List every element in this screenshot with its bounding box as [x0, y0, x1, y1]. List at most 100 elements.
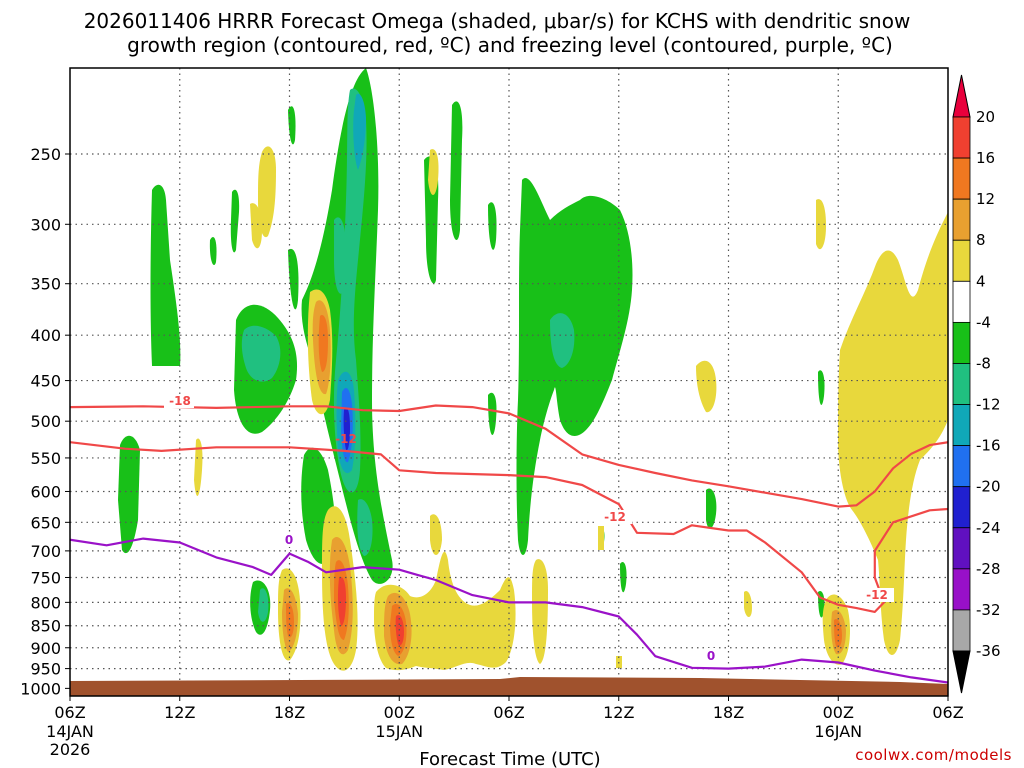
colorbar-label: 16: [976, 149, 995, 167]
y-tick-label: 700: [30, 542, 61, 561]
y-tick-label: 950: [30, 660, 61, 679]
colorbar-band: [952, 157, 971, 200]
colorbar-label: -8: [976, 354, 991, 372]
colorbar-label: -16: [976, 437, 1001, 455]
colorbar-label: -28: [976, 560, 1001, 578]
x-tick-label: 06Z: [932, 703, 963, 722]
omega-ascent-region: [230, 189, 240, 253]
y-tick-label: 600: [30, 482, 61, 501]
omega-ascent-strong: [258, 588, 269, 622]
omega-ascent-region: [450, 101, 463, 240]
colorbar-band: [952, 486, 971, 529]
omega-descent-region: [838, 212, 948, 655]
colorbar-label: 20: [976, 108, 995, 126]
omega-descent-stronger: [318, 315, 328, 372]
colorbar-label: -20: [976, 478, 1001, 496]
y-tick-label: 800: [30, 593, 61, 612]
omega-descent-region: [744, 590, 752, 617]
omega-ascent-region: [488, 392, 497, 435]
y-tick-label: 250: [30, 145, 61, 164]
colorbar-label: 4: [976, 272, 986, 290]
y-tick-label: 450: [30, 372, 61, 391]
y-tick-label: 650: [30, 513, 61, 532]
colorbar-label: -24: [976, 519, 1001, 537]
contour-line-snow-growth-1: [70, 441, 948, 613]
colorbar-band: [952, 404, 971, 447]
colorbar-label: 12: [976, 190, 995, 208]
x-tick-label: 06Z: [54, 703, 85, 722]
colorbar-label: -36: [976, 642, 1001, 660]
omega-descent-region: [250, 203, 262, 249]
contour-label-minus12-b: -12: [604, 510, 626, 524]
omega-ascent-strong: [241, 325, 281, 382]
contour-label-minus12-c: -12: [866, 588, 888, 602]
x-tick-label: 00Z: [384, 703, 415, 722]
omega-ascent-strong: [343, 407, 350, 451]
credit-text: coolwx.com/models: [855, 746, 1012, 764]
y-axis: 250 300 350 400 450 500 550 600 650 700 750 800 850 9…: [20, 145, 70, 698]
colorbar-band: [952, 363, 971, 405]
omega-ascent-region: [150, 184, 181, 366]
omega-ascent-strong: [550, 313, 575, 368]
y-tick-label: 900: [30, 639, 61, 658]
chart-title-line-1: 2026011406 HRRR Forecast Omega (shaded, …: [84, 9, 911, 33]
contour-label-minus12-a: -12: [335, 432, 357, 446]
omega-descent-region: [428, 149, 439, 195]
y-tick-label: 850: [30, 617, 61, 636]
omega-descent-region: [816, 199, 826, 250]
omega-ascent-region: [516, 178, 633, 555]
colorbar-band: [952, 198, 971, 241]
y-tick-label: 500: [30, 412, 61, 431]
y-tick-label: 750: [30, 568, 61, 587]
colorbar-label: -12: [976, 396, 1001, 414]
x-tick-label: 12Z: [603, 703, 634, 722]
colorbar-band: [952, 609, 971, 652]
contour-lines: [70, 404, 948, 684]
omega-ascent-region: [118, 435, 140, 554]
omega-ascent-region: [818, 370, 825, 405]
chart-title-line-2: growth region (contoured, red, ºC) and f…: [127, 33, 893, 57]
colorbar-label: -32: [976, 601, 1001, 619]
colorbar-band: [952, 239, 971, 282]
colorbar-band: [952, 280, 971, 323]
ground-surface: [70, 677, 948, 696]
omega-descent-region: [194, 438, 203, 497]
omega-shading: [118, 68, 948, 671]
contour-label-zero-b: 0: [707, 649, 715, 663]
y-tick-label: 1000: [20, 679, 61, 698]
colorbar-band: [952, 321, 971, 364]
colorbar-label: -4: [976, 313, 991, 331]
y-tick-label: 400: [30, 326, 61, 345]
colorbar: 20 16 12 8 4 -4 -8 -12 -16 -20 -24 -28 -32 -36: [952, 74, 1001, 694]
x-tick-label: 18Z: [274, 703, 305, 722]
omega-ascent-region: [620, 562, 627, 593]
omega-descent-region: [258, 146, 276, 238]
omega-ascent-region: [209, 236, 217, 266]
omega-ascent-strong: [357, 499, 373, 556]
colorbar-label: 8: [976, 231, 986, 249]
contour-label-minus18: -18: [169, 394, 191, 408]
omega-descent-region: [430, 514, 442, 555]
colorbar-band: [952, 527, 971, 570]
omega-ascent-region: [288, 248, 299, 310]
y-tick-label: 550: [30, 449, 61, 468]
x-axis-title: Forecast Time (UTC): [419, 749, 600, 768]
colorbar-band: [952, 116, 971, 159]
colorbar-band: [952, 445, 971, 488]
colorbar-band: [952, 568, 971, 611]
omega-ascent-strong: [353, 93, 366, 170]
x-tick-year: 2026: [50, 740, 91, 759]
omega-descent-strongest: [337, 576, 346, 626]
colorbar-top-arrow: [952, 74, 971, 118]
x-tick-label: 12Z: [164, 703, 195, 722]
colorbar-bottom-arrow: [952, 650, 971, 694]
x-tick-date: 15JAN: [375, 722, 423, 741]
omega-ascent-region: [488, 202, 497, 250]
y-tick-label: 300: [30, 215, 61, 234]
contour-line-snow-growth-0: [70, 404, 948, 508]
x-tick-date: 14JAN: [46, 722, 94, 741]
x-tick-label: 00Z: [823, 703, 854, 722]
omega-descent-region: [532, 559, 548, 664]
